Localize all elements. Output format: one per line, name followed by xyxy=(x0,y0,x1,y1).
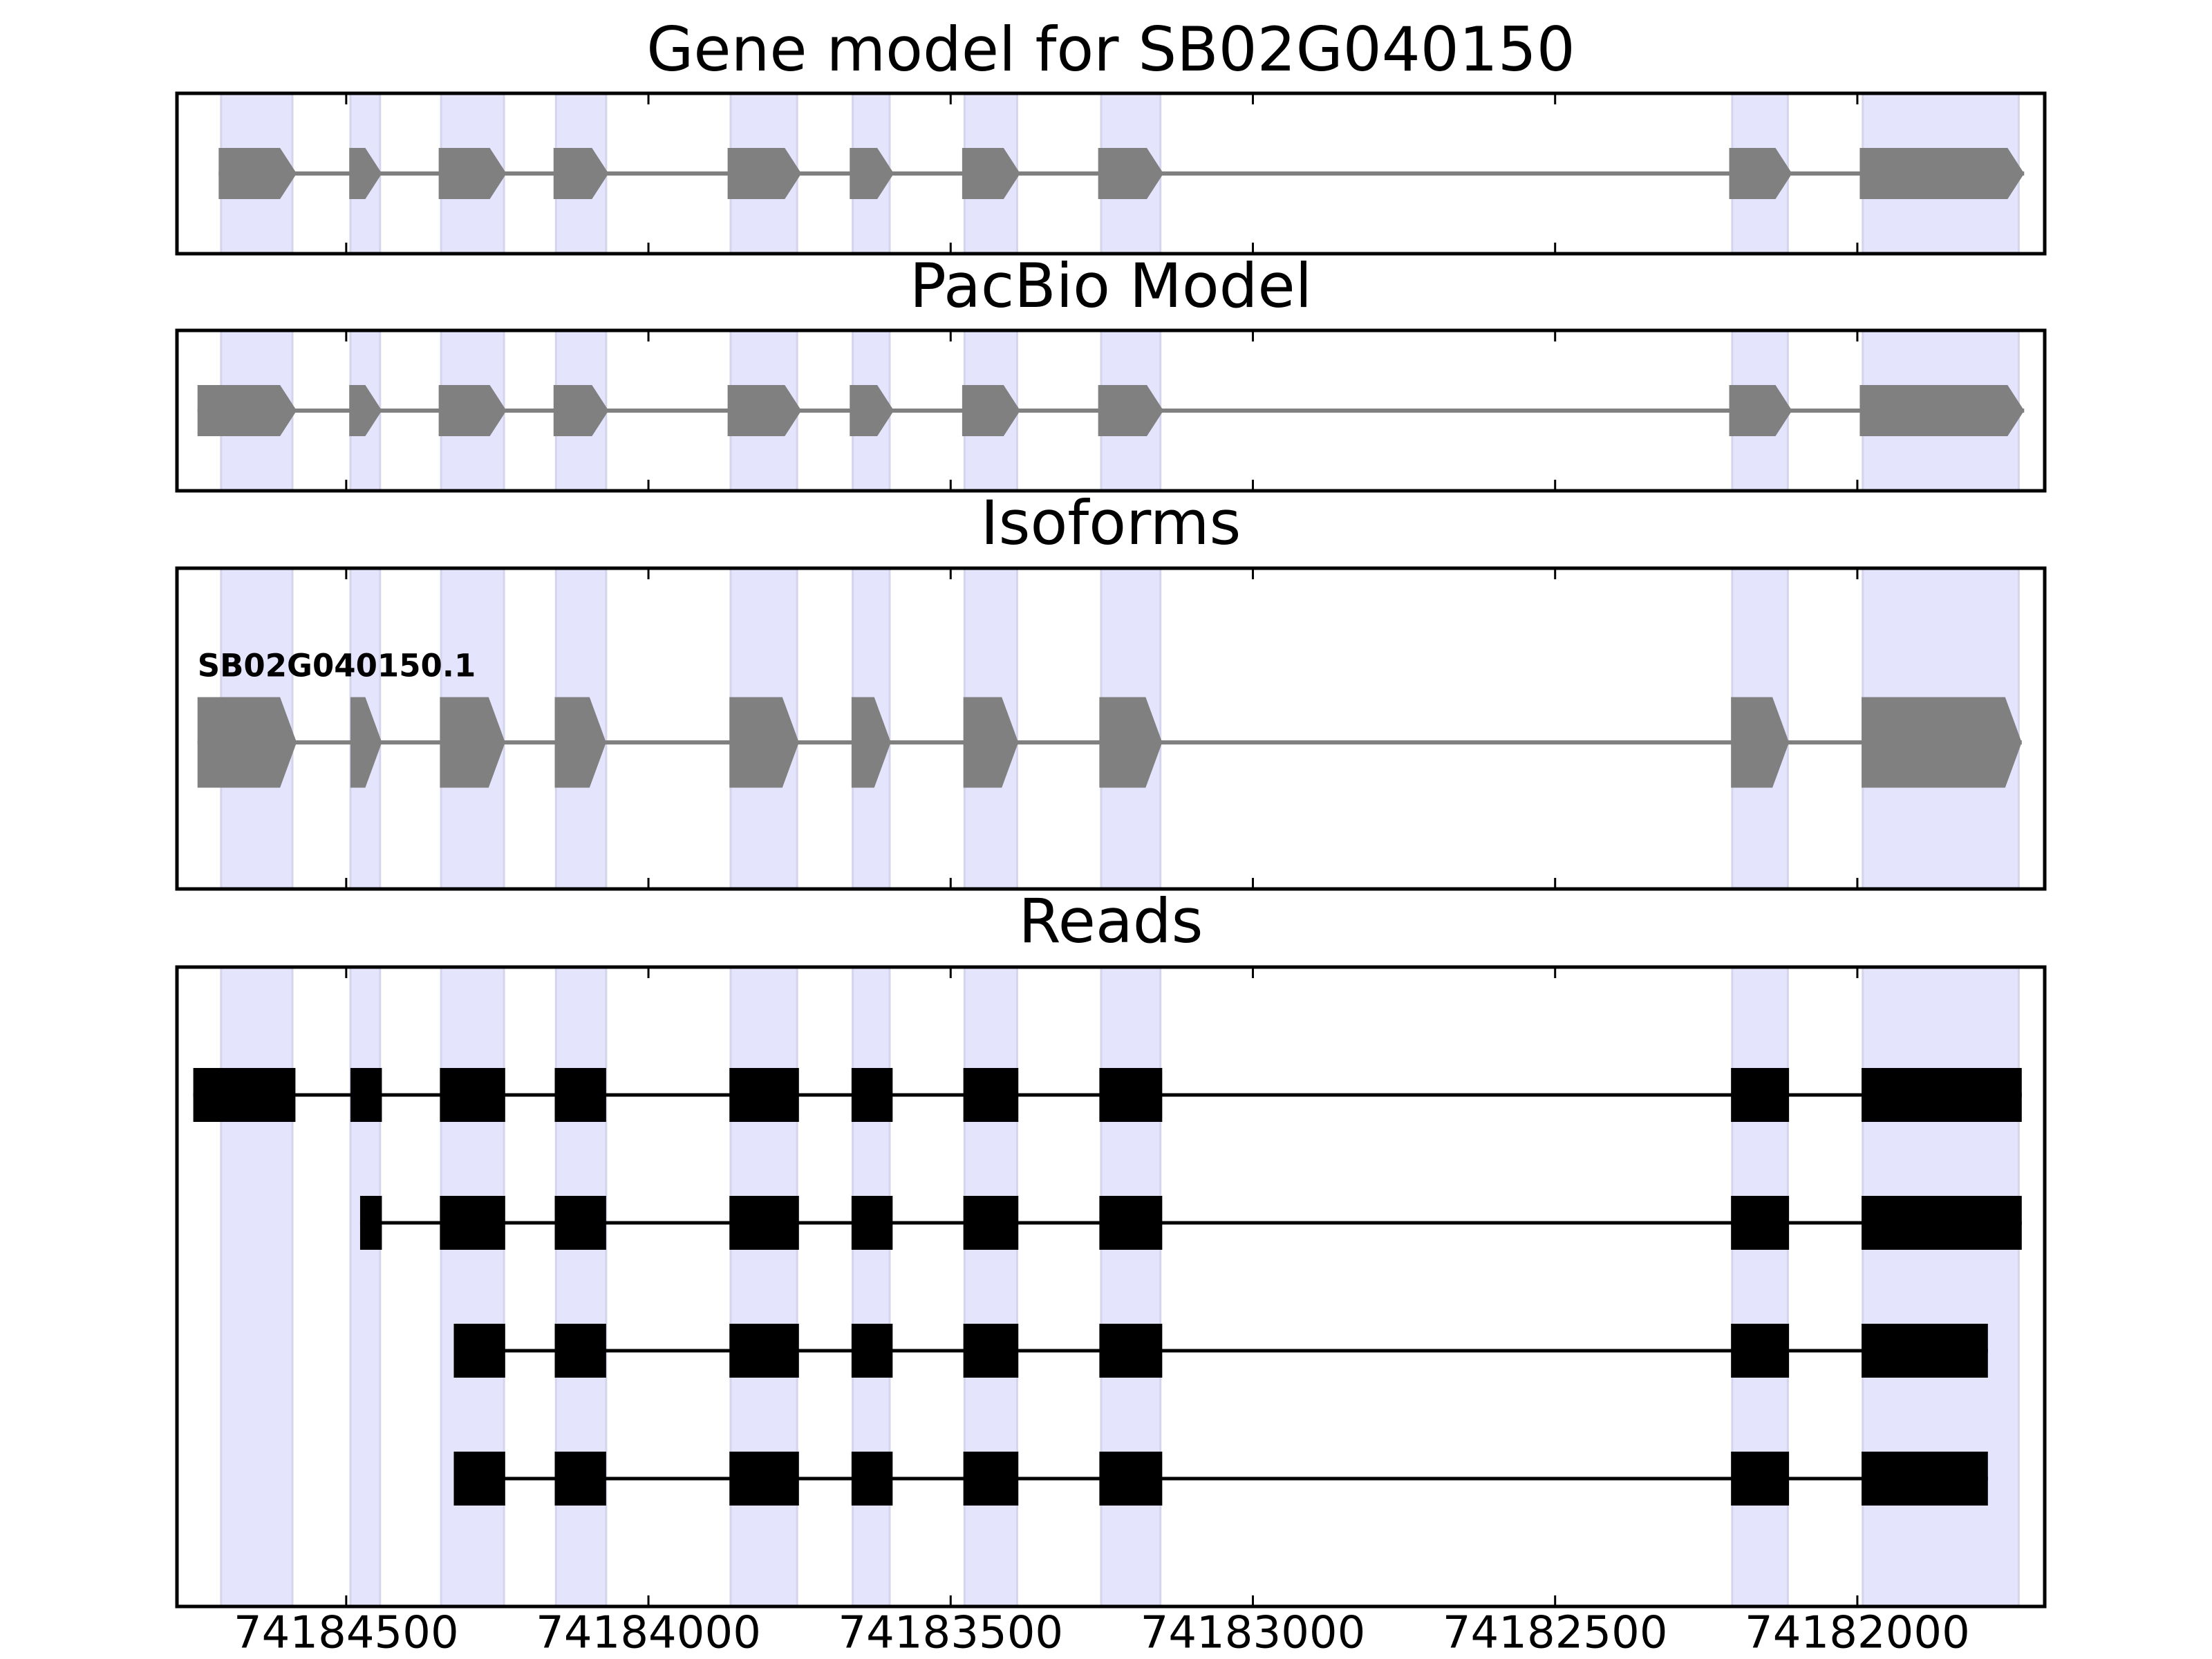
exon xyxy=(850,385,894,436)
exon xyxy=(218,148,297,199)
x-tick-label: 74184500 xyxy=(234,1608,459,1659)
exon xyxy=(1729,385,1792,436)
exon xyxy=(850,148,894,199)
exon xyxy=(1099,1068,1163,1122)
exon xyxy=(1099,697,1163,788)
track-label: SB02G040150.1 xyxy=(198,648,476,684)
highlight-region xyxy=(220,966,294,1608)
exon xyxy=(438,385,507,436)
panel-frame xyxy=(175,965,2047,1609)
exon xyxy=(1731,1452,1790,1506)
highlight-region xyxy=(729,966,798,1608)
exon xyxy=(359,1196,382,1250)
exon xyxy=(1099,1324,1163,1378)
exon xyxy=(1099,1196,1163,1250)
exon xyxy=(851,1324,893,1378)
x-tick-label: 74183000 xyxy=(1141,1608,1366,1659)
exon xyxy=(729,1196,799,1250)
highlight-region xyxy=(1862,966,2020,1608)
exon xyxy=(729,1452,799,1506)
exon xyxy=(1731,1196,1790,1250)
exon xyxy=(963,697,1019,788)
highlight-region xyxy=(349,966,382,1608)
plot-area xyxy=(175,91,2047,256)
x-tick-label: 74182500 xyxy=(1443,1608,1668,1659)
exon xyxy=(1862,1068,2022,1122)
exon xyxy=(553,385,609,436)
plot-area: SB02G040150.1 xyxy=(175,566,2047,891)
exon xyxy=(1859,148,2025,199)
exon xyxy=(729,1068,799,1122)
exon xyxy=(440,697,505,788)
panel-title: Isoforms xyxy=(981,487,1241,559)
exon xyxy=(851,1068,893,1122)
exon xyxy=(554,1324,606,1378)
exon xyxy=(440,1196,505,1250)
exon xyxy=(1729,148,1792,199)
exon xyxy=(1098,385,1164,436)
exon xyxy=(197,385,297,436)
exon xyxy=(963,1068,1019,1122)
exon xyxy=(851,1196,893,1250)
panel-frame xyxy=(175,91,2047,256)
x-tick-label: 74182000 xyxy=(1745,1608,1970,1659)
exon xyxy=(729,697,799,788)
exon xyxy=(197,697,297,788)
panel-frame xyxy=(175,566,2047,891)
exon xyxy=(1098,148,1164,199)
exon xyxy=(1731,1324,1790,1378)
highlight-region xyxy=(1731,966,1789,1608)
exon xyxy=(350,1068,382,1122)
exon xyxy=(963,1452,1019,1506)
exon xyxy=(554,1196,606,1250)
x-tick-label: 74184000 xyxy=(536,1608,761,1659)
exon xyxy=(851,1452,893,1506)
exon xyxy=(554,697,606,788)
plot-area xyxy=(175,965,2047,1609)
exon xyxy=(1099,1452,1163,1506)
exon xyxy=(1731,1068,1790,1122)
panel-title: PacBio Model xyxy=(910,250,1312,321)
exon xyxy=(553,148,609,199)
panel-title: Reads xyxy=(1019,885,1203,957)
highlight-region xyxy=(554,966,608,1608)
exon xyxy=(1862,1324,1988,1378)
exon xyxy=(350,697,382,788)
exon xyxy=(453,1452,505,1506)
exon xyxy=(963,1324,1019,1378)
exon xyxy=(729,1324,799,1378)
exon xyxy=(193,1068,296,1122)
exon xyxy=(962,148,1020,199)
exon xyxy=(727,148,802,199)
exon xyxy=(440,1068,505,1122)
x-tick-label: 74183500 xyxy=(838,1608,1063,1659)
panel-frame xyxy=(175,328,2047,493)
exon xyxy=(554,1068,606,1122)
exon xyxy=(1862,697,2022,788)
exon xyxy=(438,148,507,199)
exon xyxy=(349,148,382,199)
exon xyxy=(349,385,382,436)
exon xyxy=(851,697,891,788)
exon xyxy=(1859,385,2025,436)
plot-area xyxy=(175,328,2047,493)
exon xyxy=(554,1452,606,1506)
exon xyxy=(453,1324,505,1378)
exon xyxy=(1862,1452,1988,1506)
highlight-region xyxy=(440,966,505,1608)
exon xyxy=(727,385,802,436)
exon xyxy=(962,385,1020,436)
highlight-region xyxy=(852,966,891,1608)
exon xyxy=(1862,1196,2022,1250)
exon xyxy=(963,1196,1019,1250)
exon xyxy=(1731,697,1790,788)
panel-title: Gene model for SB02G040150 xyxy=(646,14,1575,85)
highlight-region xyxy=(963,966,1018,1608)
highlight-region xyxy=(1100,966,1162,1608)
